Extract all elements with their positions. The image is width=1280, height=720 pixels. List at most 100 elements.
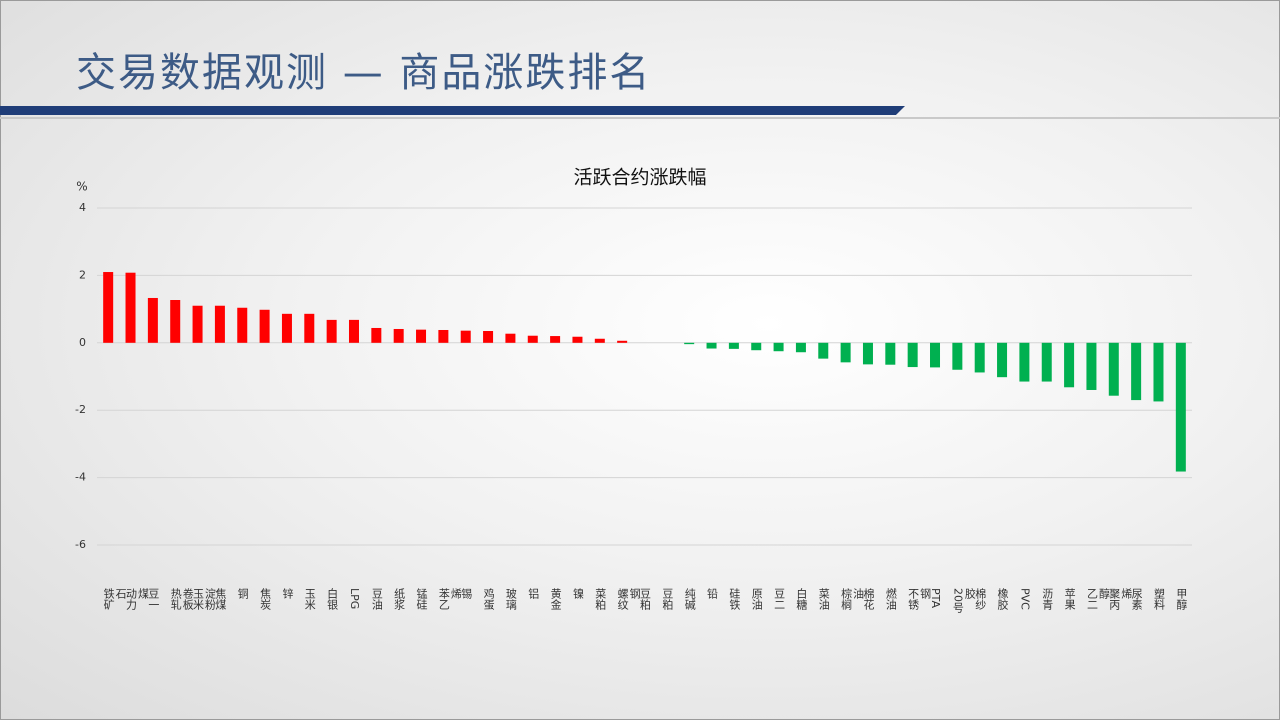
x-tick-label: 锰硅: [415, 588, 429, 610]
bar: [237, 307, 248, 343]
bar: [1041, 342, 1052, 382]
x-tick-label: 焦炭: [258, 588, 272, 610]
bar: [728, 342, 739, 349]
y-axis-unit: %: [76, 180, 87, 194]
bar: [751, 342, 762, 351]
bar: [1019, 342, 1030, 382]
bar: [930, 342, 941, 368]
x-tick-label: 塑料: [1152, 588, 1166, 610]
y-tick-label: 0: [79, 336, 86, 349]
bar: [393, 328, 404, 343]
bar: [170, 300, 181, 343]
header-line: [0, 117, 1280, 119]
x-tick-label: 镍: [571, 588, 585, 599]
bar: [617, 340, 628, 343]
x-tick-label: 铅: [705, 588, 719, 599]
x-tick-label: 硅铁: [727, 588, 741, 610]
x-tick-label: 菜粕: [593, 588, 607, 610]
bar: [483, 331, 494, 343]
x-tick-label: 聚丙烯: [1107, 588, 1133, 610]
x-tick-label: 锌: [280, 588, 294, 599]
bar: [818, 342, 829, 359]
bar: [147, 297, 158, 343]
x-tick-label: 白糖: [794, 588, 808, 610]
x-tick-label: 豆粕: [638, 588, 652, 610]
x-tick-label: 纸浆: [392, 588, 406, 610]
x-tick-label: 豆粕: [660, 588, 674, 610]
x-tick-label: 尿素: [1130, 588, 1144, 610]
bar: [281, 313, 292, 343]
x-tick-label: 菜油: [817, 588, 831, 610]
x-tick-label: 玻璃: [504, 588, 518, 610]
bar: [1175, 342, 1186, 472]
x-tick-label: 豆油: [370, 588, 384, 610]
x-tick-label: 乙二醇: [1085, 588, 1111, 610]
x-tick-label: LPG: [347, 588, 361, 610]
x-tick-label: 纯碱: [683, 588, 697, 610]
bar: [840, 342, 851, 363]
y-tick-label: -2: [75, 403, 86, 416]
x-tick-label: 棉纱: [973, 588, 987, 610]
y-tick-label: 4: [79, 201, 86, 214]
bar: [974, 342, 985, 373]
x-tick-label: 铁矿石: [102, 588, 128, 610]
bar: [572, 336, 583, 343]
bar: [103, 272, 114, 343]
x-tick-label: 燃油: [884, 588, 898, 610]
bar: [1086, 342, 1097, 390]
x-tick-label: 铝: [526, 588, 540, 599]
x-tick-label: 锡: [459, 588, 473, 599]
x-tick-label: 白银: [325, 588, 339, 610]
x-tick-label: 沥青: [1040, 588, 1054, 610]
x-tick-label: 20号胶: [951, 588, 977, 613]
x-tick-label: 甲醇: [1174, 588, 1188, 610]
bar: [1153, 342, 1164, 402]
x-tick-label: 铜: [236, 588, 250, 599]
bar: [773, 342, 784, 352]
bar: [795, 342, 806, 353]
x-tick-label: PVC: [1018, 588, 1032, 610]
x-tick-label: 玉米: [303, 588, 317, 610]
bar: [594, 338, 605, 343]
x-tick-label: 焦煤: [213, 588, 227, 610]
bar: [192, 305, 203, 343]
x-tick-label: 豆一: [146, 588, 160, 610]
x-tick-label: 黄金: [549, 588, 563, 610]
chart-title: 活跃合约涨跌幅: [573, 167, 706, 189]
bar: [527, 335, 538, 343]
bar: [1131, 342, 1142, 401]
bar: [416, 329, 427, 343]
x-tick-label: 热轧卷板: [169, 588, 195, 610]
bar: [125, 272, 136, 343]
bar: [997, 342, 1008, 378]
header-bar: [0, 106, 905, 115]
bar: [371, 327, 382, 343]
x-tick-label: 不锈钢: [906, 588, 932, 610]
bar: [326, 319, 337, 343]
x-tick-label: 苯乙烯: [437, 588, 463, 610]
bar: [1064, 342, 1075, 388]
bar: [952, 342, 963, 370]
x-tick-label: 螺纹钢: [616, 588, 642, 610]
x-tick-label: 鸡蛋: [482, 588, 496, 610]
y-tick-label: -6: [75, 538, 86, 551]
y-tick-label: 2: [79, 268, 86, 281]
bar: [885, 342, 896, 365]
bar: [550, 336, 561, 343]
x-tick-label: 棉花: [861, 588, 875, 610]
bar: [907, 342, 918, 368]
bar: [214, 305, 225, 343]
x-tick-label: 橡胶: [996, 588, 1010, 610]
bar: [505, 333, 516, 343]
x-tick-label: 棕榈油: [839, 588, 865, 610]
bar: [304, 313, 315, 343]
bar: [438, 329, 449, 343]
y-tick-label: -4: [75, 471, 86, 484]
x-tick-label: 动力煤: [124, 588, 150, 610]
x-tick-label: PTA: [929, 588, 942, 609]
x-tick-label: 玉米淀粉: [191, 588, 217, 610]
bar: [348, 319, 359, 343]
x-tick-label: 豆二: [772, 588, 786, 610]
bar: [684, 342, 695, 345]
